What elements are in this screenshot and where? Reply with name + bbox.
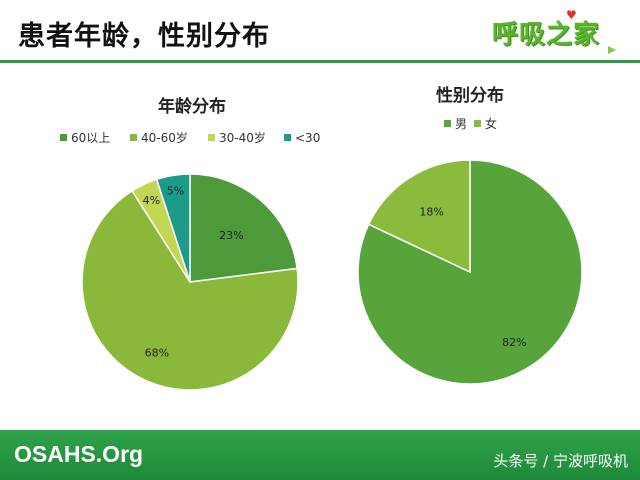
arrow-icon: [608, 46, 616, 54]
gender-legend-label-0: 男: [455, 117, 467, 131]
gender-chart-slices: [357, 159, 583, 385]
age-data-label-2: 4%: [143, 194, 160, 207]
age-legend-label-1: 40-60岁: [141, 130, 188, 145]
age-chart-slices: [81, 173, 299, 391]
age-legend-swatch-2: [208, 134, 215, 141]
age-legend-label-2: 30-40岁: [219, 130, 266, 145]
age-slice-0: [189, 173, 298, 283]
logo-text: 呼吸之家: [492, 20, 601, 50]
gender-chart-title: 性别分布: [436, 85, 504, 106]
charts-area: 年龄分布 60以上 40-60岁 30-40岁 <30 23% 68% 4% 5% 性别分布…: [60, 85, 583, 391]
age-data-label-1: 68%: [145, 346, 169, 359]
age-chart: 年龄分布 60以上 40-60岁 30-40岁 <30 23% 68% 4% 5%: [60, 96, 320, 391]
slide-title: 患者年龄，性别分布: [18, 21, 270, 52]
footer-attribution: 头条号 / 宁波呼吸机: [493, 452, 628, 470]
gender-legend-label-1: 女: [485, 116, 497, 131]
footer-site-name: OSAHS.Org: [14, 441, 144, 467]
age-chart-labels: 23% 68% 4% 5%: [143, 184, 244, 359]
age-chart-legend: 60以上 40-60岁 30-40岁 <30: [60, 130, 320, 145]
age-legend-swatch-0: [60, 134, 67, 141]
age-legend-label-0: 60以上: [71, 131, 110, 145]
age-data-label-3: 5%: [167, 184, 184, 197]
logo: 呼吸之家 ♥: [492, 8, 620, 54]
age-slice-3: [155, 173, 191, 283]
gender-slice-1: [367, 159, 471, 274]
gender-data-label-1: 18%: [419, 206, 443, 219]
gender-legend-swatch-1: [474, 120, 481, 127]
gender-chart-labels: 82% 18%: [419, 206, 526, 350]
age-legend-label-3: <30: [295, 131, 320, 145]
footer-bar: OSAHS.Org 头条号 / 宁波呼吸机: [0, 430, 640, 480]
title-divider: [0, 60, 640, 63]
age-data-label-0: 23%: [219, 229, 243, 242]
gender-legend-swatch-0: [444, 120, 451, 127]
age-legend-swatch-1: [130, 134, 137, 141]
gender-chart-legend: 男女: [444, 116, 497, 131]
gender-chart: 性别分布 男女 82%18%: [357, 85, 583, 385]
gender-data-label-0: 82%: [502, 336, 526, 349]
age-legend-swatch-3: [284, 134, 291, 141]
age-slice-1: [81, 189, 299, 391]
heart-icon: ♥: [566, 8, 577, 22]
age-chart-title: 年龄分布: [158, 96, 226, 117]
